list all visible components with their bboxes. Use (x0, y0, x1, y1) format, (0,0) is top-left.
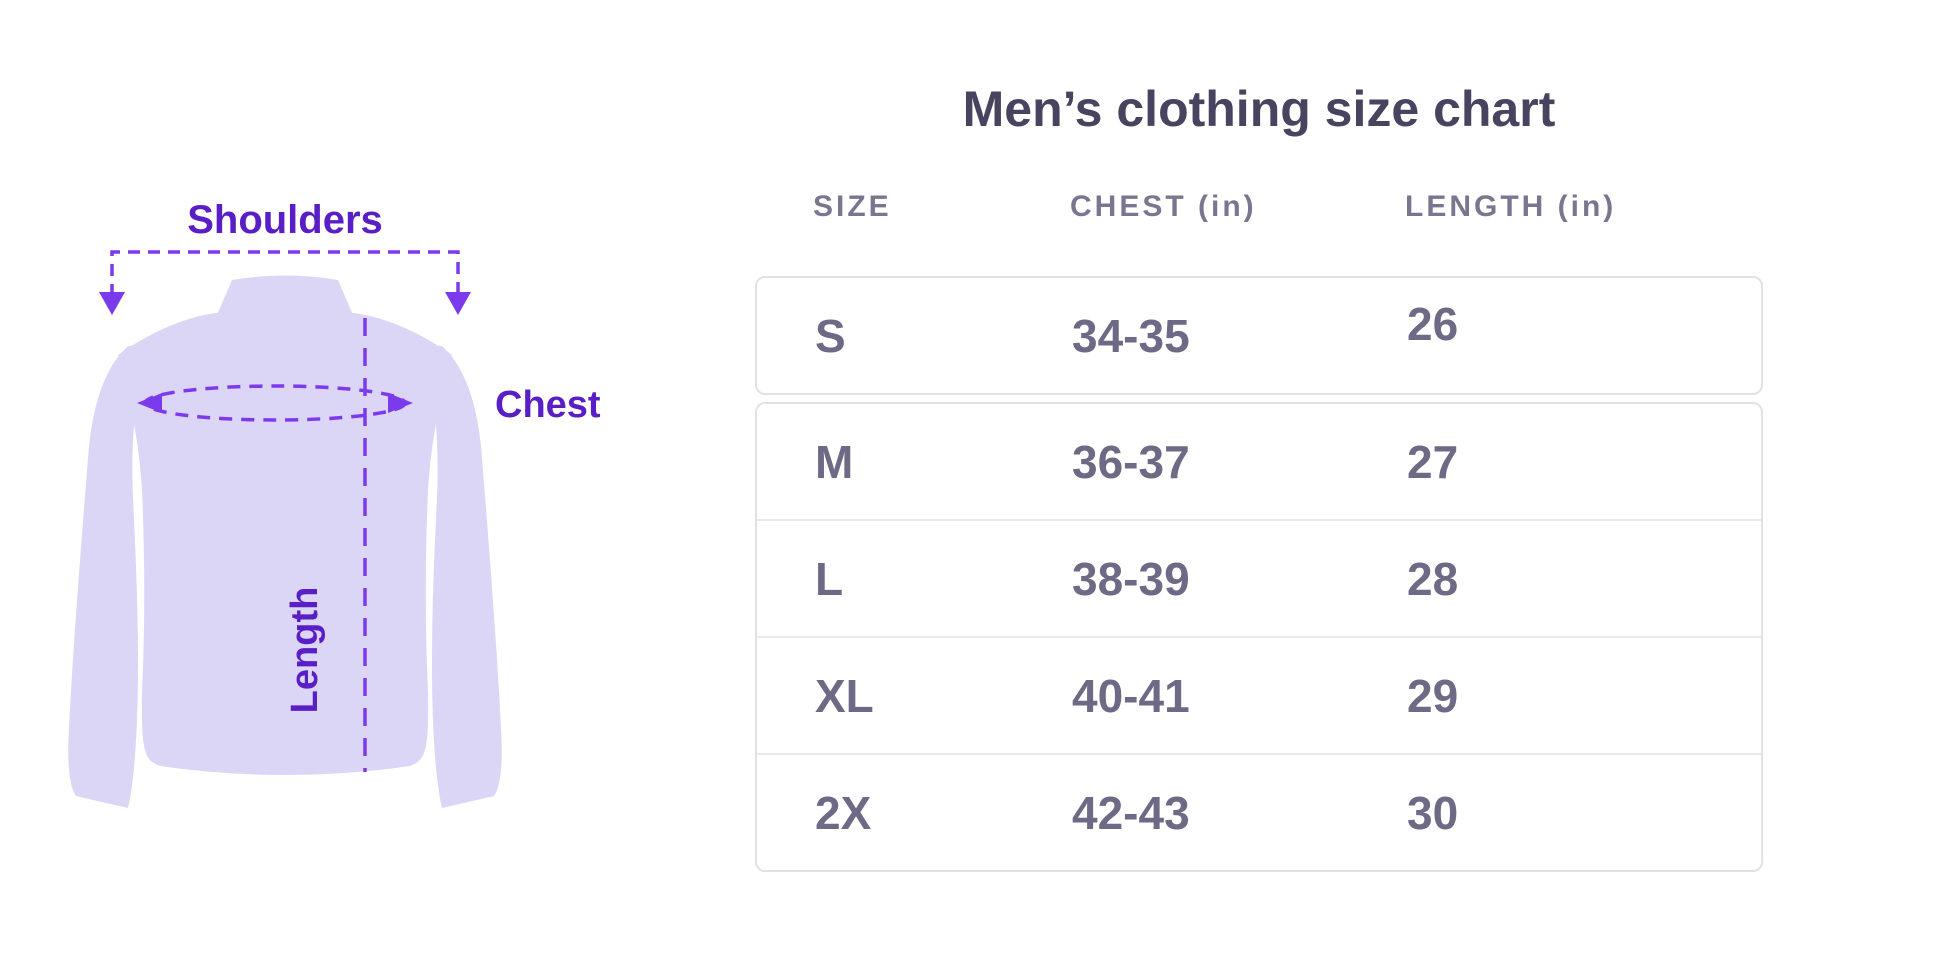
size-cell: L (815, 552, 844, 605)
shirt-measurement-illustration: Shoulders Chest Length (68, 198, 601, 808)
table-row: S 34-35 26 (757, 278, 1761, 393)
table-header-row: SIZE CHEST (in) LENGTH (in) (755, 190, 1763, 224)
size-cell: S (815, 309, 846, 362)
length-cell: 27 (1407, 435, 1459, 488)
length-cell: 26 (1407, 297, 1459, 350)
table-card-first: S 34-35 26 (755, 276, 1763, 395)
shirt-graphic (68, 275, 502, 808)
shirt-right-sleeve (410, 344, 502, 808)
shoulders-label: Shoulders (187, 198, 383, 242)
table-row: M 36-37 27 (757, 404, 1761, 519)
table-row: XL 40-41 29 (757, 636, 1761, 753)
shirt-left-sleeve (68, 344, 160, 808)
chest-measure-ellipse (137, 384, 413, 422)
chest-cell: 40-41 (1072, 669, 1190, 722)
length-cell: 29 (1407, 669, 1459, 722)
size-cell: XL (815, 669, 874, 722)
length-label: Length (284, 587, 326, 714)
chest-cell: 36-37 (1072, 435, 1190, 488)
shirt-collar (217, 275, 353, 315)
column-header-size: SIZE (813, 190, 892, 223)
column-header-chest: CHEST (in) (1070, 190, 1257, 223)
table-card-rest: M 36-37 27 L 38-39 28 XL 40-41 29 2X 42-… (755, 402, 1763, 872)
chest-label: Chest (495, 384, 601, 426)
chest-cell: 38-39 (1072, 552, 1190, 605)
length-cell: 30 (1407, 786, 1459, 839)
shirt-torso (118, 308, 452, 775)
table-row: 2X 42-43 30 (757, 753, 1761, 870)
chest-cell: 34-35 (1072, 309, 1190, 362)
chest-cell: 42-43 (1072, 786, 1190, 839)
size-cell: 2X (815, 786, 872, 839)
table-row: L 38-39 28 (757, 519, 1761, 636)
column-header-length: LENGTH (in) (1405, 190, 1617, 223)
page-title: Men’s clothing size chart (962, 81, 1556, 137)
length-cell: 28 (1407, 552, 1459, 605)
size-chart-panel: Men’s clothing size chart SIZE CHEST (in… (755, 80, 1763, 872)
shoulders-measure-arrow (99, 250, 471, 315)
size-cell: M (815, 435, 854, 488)
